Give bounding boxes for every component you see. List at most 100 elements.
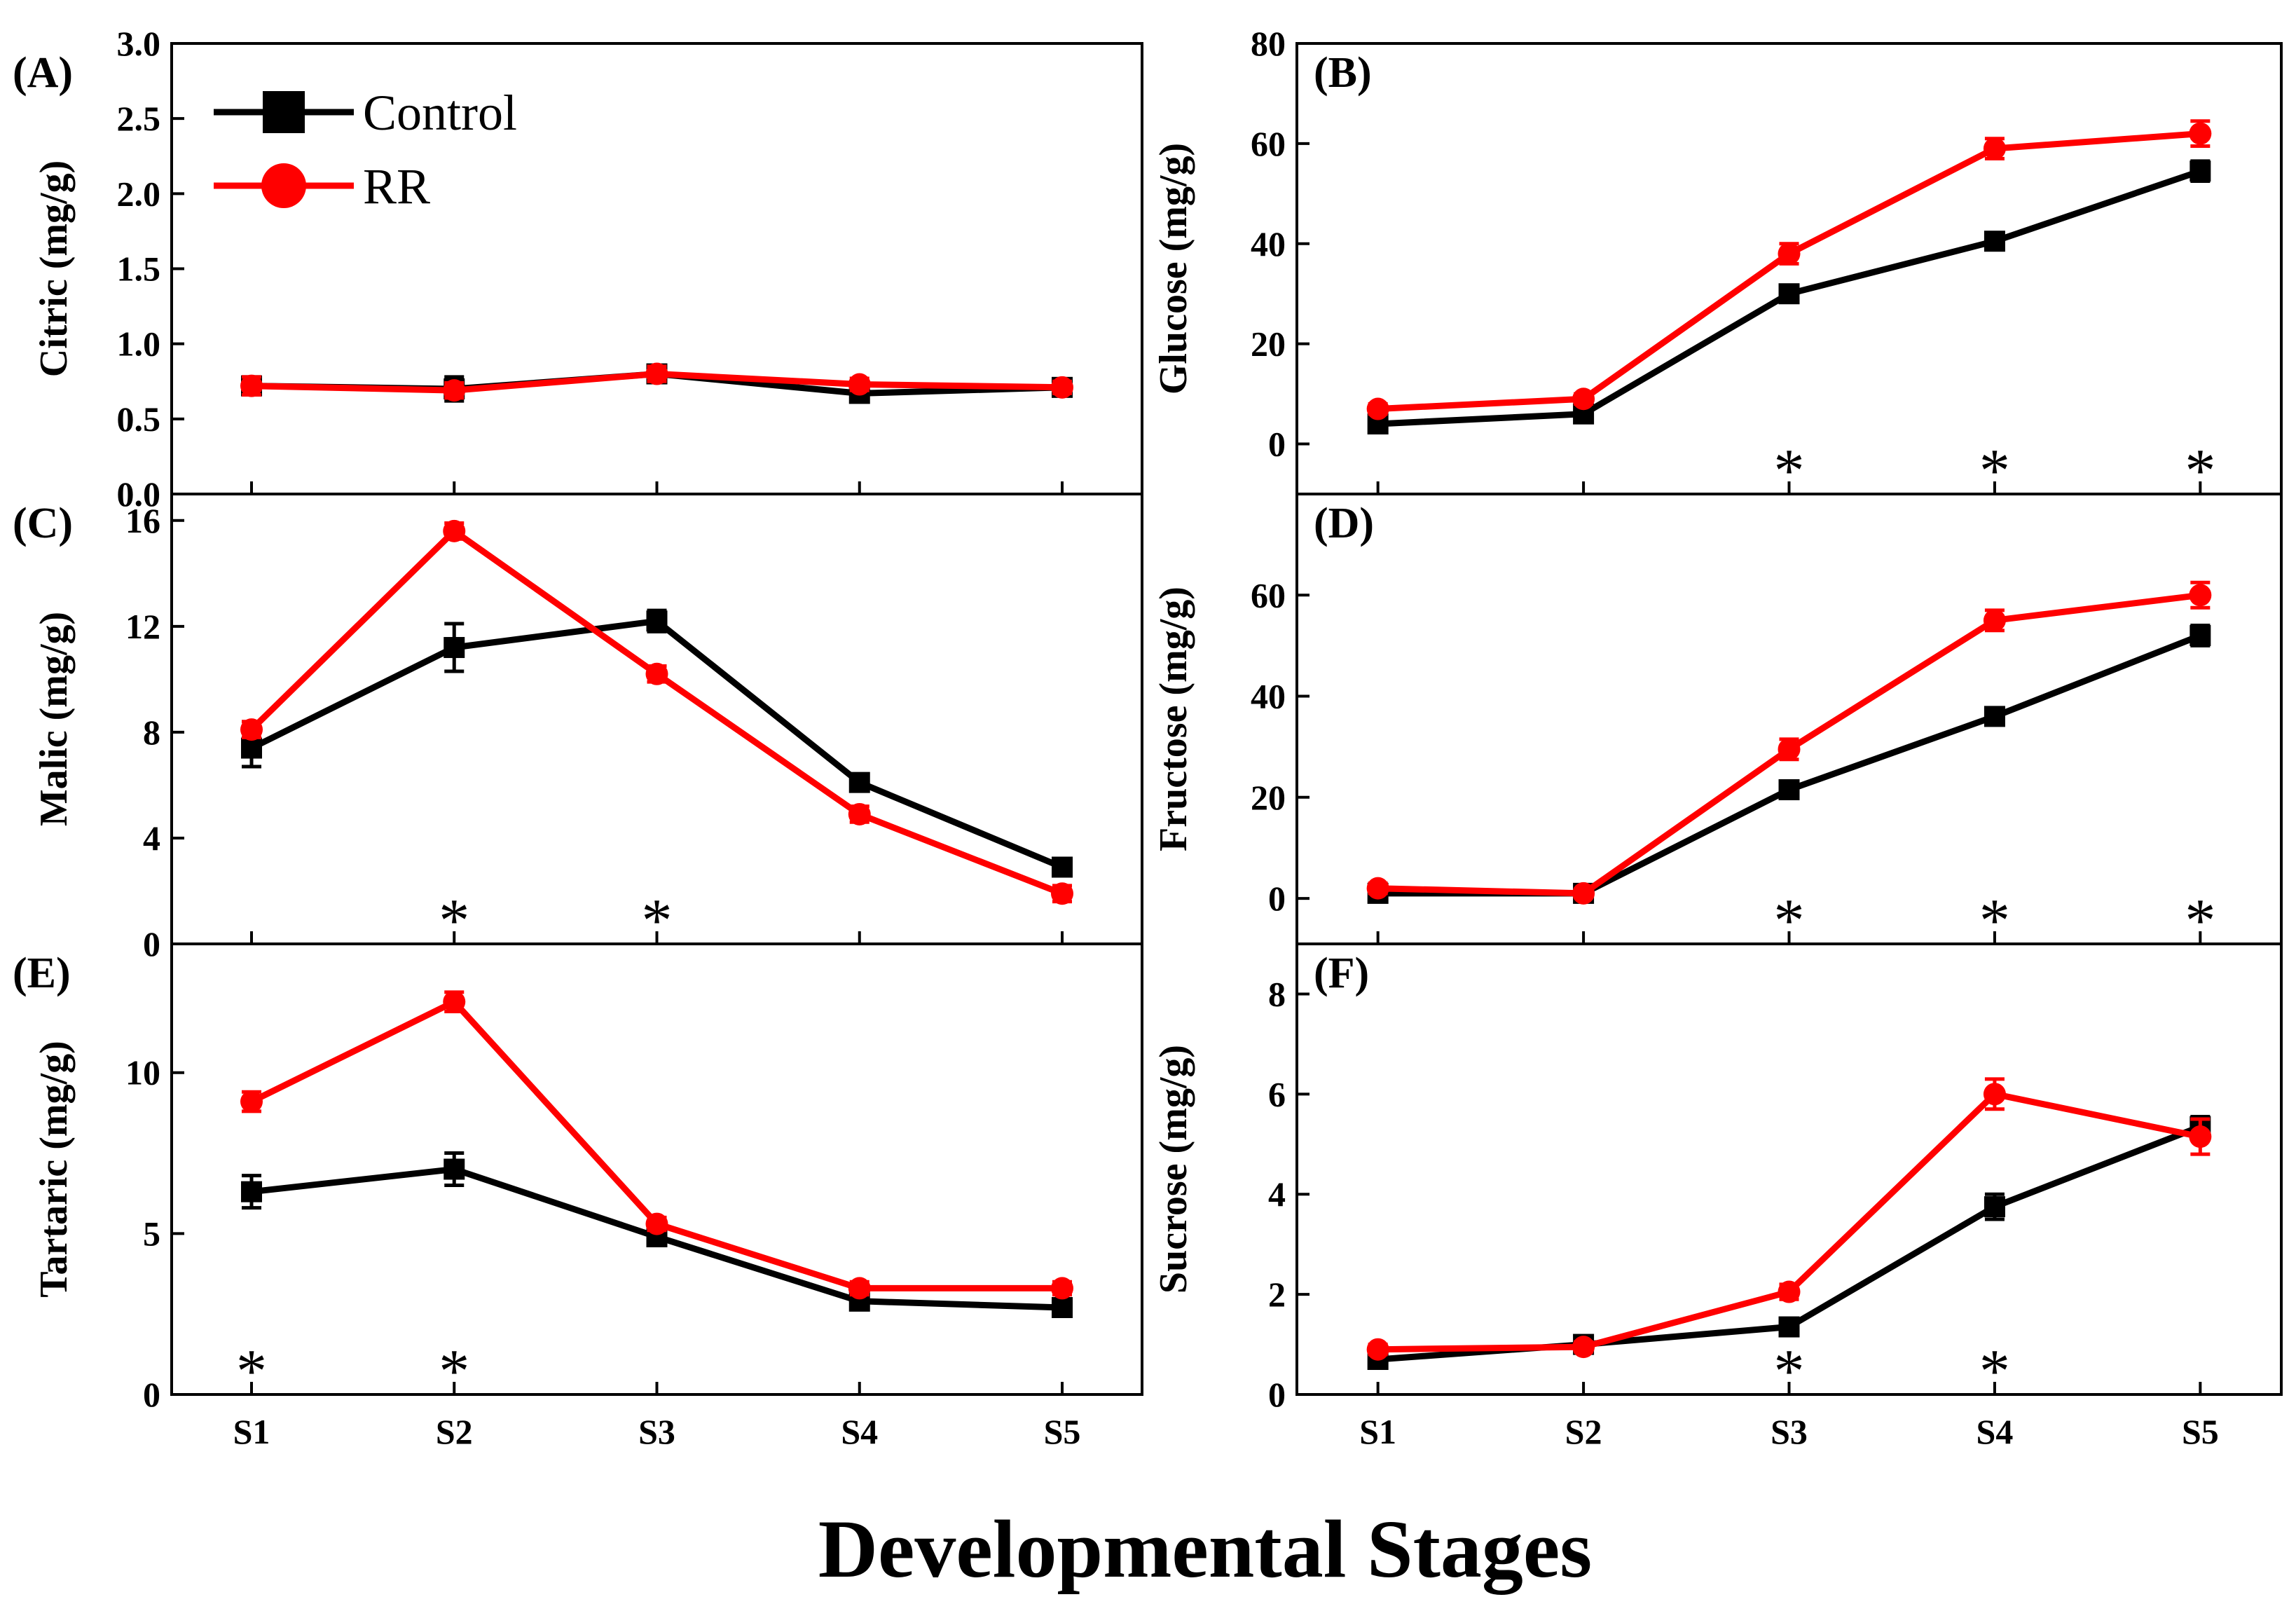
y-tick-label: 4: [1268, 1174, 1286, 1214]
data-point: [240, 718, 263, 741]
legend: Control RR: [214, 85, 517, 214]
series-rr: [240, 362, 1073, 402]
series-control: [241, 608, 1073, 878]
series-control: [1367, 624, 2211, 904]
y-tick-label: 1.0: [117, 324, 161, 364]
data-point: [1366, 397, 1389, 420]
data-point: [1051, 856, 1073, 878]
data-point: [241, 1181, 263, 1202]
data-point: [2189, 584, 2212, 607]
data-point: [1050, 376, 1073, 399]
legend-label: RR: [363, 158, 430, 214]
y-axis-label: Citric (mg/g): [32, 160, 76, 377]
y-tick-label: 0.0: [117, 474, 161, 514]
y-tick-label: 60: [1251, 124, 1286, 163]
data-point: [1984, 706, 2005, 727]
y-tick-label: 2.5: [117, 99, 161, 138]
significance-star: *: [236, 1338, 267, 1406]
data-point: [1050, 882, 1073, 905]
y-tick-label: 20: [1251, 324, 1286, 364]
y-tick-label: 6: [1268, 1074, 1286, 1113]
data-point: [646, 610, 668, 632]
y-tick-label: 0: [1268, 425, 1286, 464]
data-point: [1778, 283, 1800, 305]
panel-label: (E): [13, 950, 71, 997]
y-tick-label: 0: [143, 1375, 160, 1414]
series-line: [1377, 1090, 2201, 1353]
series-rr: [240, 990, 1073, 1300]
data-point: [443, 519, 466, 542]
x-tick-label: S3: [1771, 1412, 1808, 1451]
data-point: [2190, 624, 2211, 646]
y-tick-label: 80: [1251, 24, 1286, 63]
data-point: [240, 1090, 263, 1113]
legend-label: Control: [363, 85, 517, 141]
data-point: [1778, 1280, 1801, 1303]
data-point: [2190, 160, 2211, 182]
x-tick-label: S2: [436, 1412, 473, 1451]
plot-frame: [1295, 42, 2283, 495]
y-tick-label: 0: [1268, 879, 1286, 918]
y-tick-label: 40: [1251, 224, 1286, 263]
data-point: [444, 637, 465, 659]
series-line: [1377, 130, 2201, 412]
data-point: [1366, 1338, 1389, 1361]
x-axis-label: Developmental Stages: [818, 1503, 1592, 1595]
data-point: [1572, 388, 1595, 411]
x-tick-label: S2: [1565, 1412, 1602, 1451]
data-point: [1983, 1083, 2006, 1106]
series-control: [1367, 159, 2211, 434]
chart-panel: 0 5 10 S1 S2 S3 S4 S5 Tartaric (mg/g) (E) * *: [13, 942, 1143, 1451]
data-point: [1983, 609, 2006, 632]
data-point: [444, 1158, 465, 1180]
data-point: [1572, 882, 1595, 905]
data-point: [1050, 1277, 1073, 1300]
chart-panel: 0.0 0.5 1.0 1.5 2.0 2.5 3.0 Citric (mg/g) (A): [13, 24, 1143, 514]
data-point: [2189, 122, 2212, 145]
y-axis-label: Glucose (mg/g): [1152, 143, 1195, 395]
x-tick-label: S5: [1044, 1412, 1081, 1451]
y-tick-label: 20: [1251, 778, 1286, 817]
data-point: [1983, 137, 2006, 160]
data-point: [1984, 231, 2005, 252]
y-axis-label: Sucrose (mg/g): [1152, 1045, 1195, 1294]
y-tick-label: 0: [1268, 1375, 1286, 1414]
legend-marker: [263, 91, 305, 133]
x-tick-label: S5: [2182, 1412, 2219, 1451]
significance-star: *: [439, 1338, 469, 1406]
data-point: [2189, 1125, 2212, 1149]
series-rr: [1366, 119, 2212, 420]
panel-label: (F): [1314, 950, 1369, 997]
legend-item-control: Control: [214, 85, 517, 141]
data-point: [645, 662, 668, 685]
y-tick-label: 4: [143, 818, 160, 858]
data-point: [1366, 877, 1389, 900]
data-point: [1572, 1336, 1595, 1359]
series-rr: [1366, 580, 2212, 905]
y-axis-label: Tartaric (mg/g): [32, 1041, 76, 1298]
data-point: [848, 373, 871, 396]
legend-item-rr: RR: [214, 158, 430, 214]
y-tick-label: 5: [143, 1214, 160, 1253]
y-tick-label: 0: [143, 924, 160, 964]
plot-frame: [170, 942, 1143, 1396]
series-control: [241, 1151, 1073, 1318]
y-axis-label: Fructose (mg/g): [1152, 587, 1195, 851]
data-point: [443, 379, 466, 402]
data-point: [240, 374, 263, 397]
x-tick-label: S3: [638, 1412, 675, 1451]
data-point: [1778, 242, 1801, 266]
data-point: [645, 1212, 668, 1235]
y-tick-label: 2.0: [117, 174, 161, 213]
data-point: [848, 802, 871, 825]
y-axis-label: Malic (mg/g): [32, 612, 76, 826]
series-rr: [240, 519, 1073, 905]
y-tick-label: 8: [1268, 974, 1286, 1013]
panel-label: (A): [13, 49, 73, 97]
y-tick-label: 3.0: [117, 24, 161, 63]
y-tick-label: 60: [1251, 575, 1286, 615]
y-tick-label: 10: [125, 1053, 160, 1092]
